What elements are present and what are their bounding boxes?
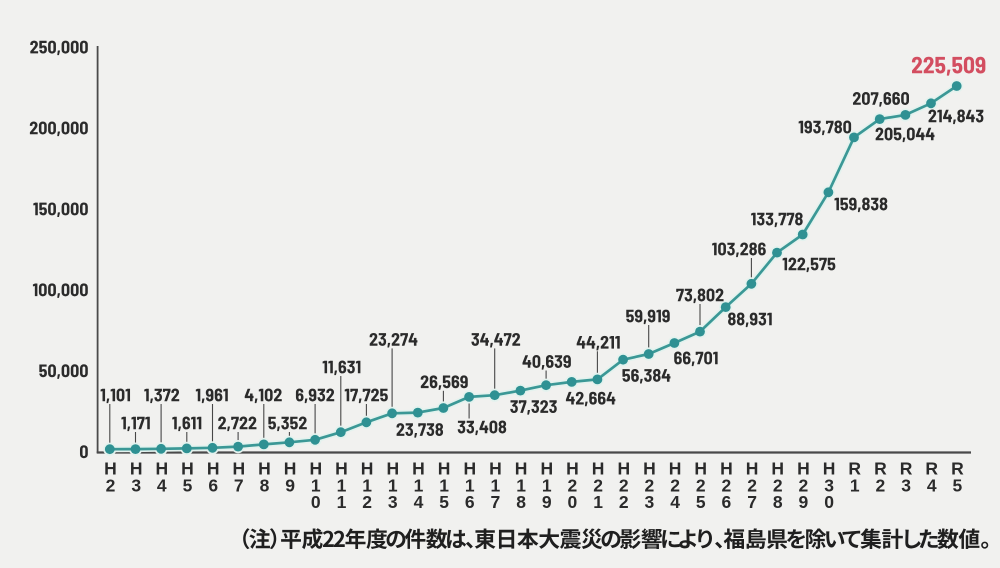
svg-text:H: H [412,458,425,478]
svg-text:H: H [797,458,810,478]
svg-text:H: H [181,458,194,478]
svg-text:H: H [746,458,759,478]
svg-text:2: 2 [747,475,757,495]
svg-text:H: H [207,458,220,478]
svg-text:H: H [130,458,143,478]
svg-text:2: 2 [593,475,603,495]
svg-text:3: 3 [645,492,655,512]
svg-text:2: 2 [362,492,372,512]
svg-text:9: 9 [799,492,809,512]
svg-text:4: 4 [670,492,680,512]
svg-text:H: H [540,458,553,478]
svg-text:4: 4 [414,492,424,512]
svg-text:7: 7 [747,492,757,512]
svg-text:9: 9 [285,475,295,495]
svg-text:H: H [386,458,399,478]
svg-text:H: H [258,458,271,478]
svg-text:2: 2 [670,475,680,495]
svg-text:6: 6 [722,492,732,512]
svg-text:2: 2 [106,475,116,495]
svg-text:H: H [155,458,168,478]
svg-text:2: 2 [568,475,578,495]
svg-text:3: 3 [388,492,398,512]
svg-text:2: 2 [773,475,783,495]
svg-text:0: 0 [824,492,834,512]
svg-text:H: H [438,458,451,478]
svg-text:H: H [489,458,502,478]
svg-text:H: H [771,458,784,478]
svg-text:H: H [592,458,605,478]
svg-text:H: H [104,458,117,478]
svg-text:H: H [463,458,476,478]
svg-text:0: 0 [311,492,321,512]
svg-text:1: 1 [593,492,603,512]
svg-text:8: 8 [516,492,526,512]
svg-text:H: H [617,458,630,478]
svg-text:H: H [361,458,374,478]
svg-text:7: 7 [234,475,244,495]
svg-text:5: 5 [696,492,706,512]
svg-text:2: 2 [696,475,706,495]
svg-text:H: H [515,458,528,478]
svg-text:3: 3 [131,475,141,495]
svg-text:2: 2 [619,475,629,495]
svg-text:1: 1 [439,475,449,495]
svg-text:1: 1 [362,475,372,495]
svg-text:1: 1 [337,492,347,512]
svg-text:H: H [669,458,682,478]
svg-text:H: H [720,458,733,478]
svg-text:6: 6 [208,475,218,495]
svg-text:R: R [900,458,913,478]
svg-text:6: 6 [465,492,475,512]
svg-text:H: H [335,458,348,478]
svg-text:4: 4 [927,475,937,495]
svg-text:5: 5 [183,475,193,495]
svg-text:R: R [874,458,887,478]
svg-text:H: H [284,458,297,478]
svg-text:3: 3 [824,475,834,495]
svg-text:0: 0 [568,492,578,512]
svg-text:8: 8 [260,475,270,495]
svg-text:2: 2 [645,475,655,495]
svg-text:9: 9 [542,492,552,512]
svg-text:1: 1 [516,475,526,495]
svg-text:2: 2 [722,475,732,495]
svg-text:H: H [309,458,322,478]
svg-text:5: 5 [953,475,963,495]
svg-text:1: 1 [388,475,398,495]
svg-text:1: 1 [850,475,860,495]
svg-text:1: 1 [491,475,501,495]
svg-text:3: 3 [901,475,911,495]
svg-text:2: 2 [799,475,809,495]
svg-text:H: H [823,458,836,478]
svg-text:H: H [232,458,245,478]
svg-text:5: 5 [439,492,449,512]
svg-text:H: H [694,458,707,478]
svg-text:8: 8 [773,492,783,512]
svg-text:2: 2 [876,475,886,495]
svg-text:1: 1 [542,475,552,495]
svg-text:1: 1 [311,475,321,495]
svg-text:R: R [925,458,938,478]
svg-text:H: H [566,458,579,478]
svg-text:1: 1 [337,475,347,495]
svg-text:H: H [643,458,656,478]
svg-text:R: R [951,458,964,478]
svg-text:2: 2 [619,492,629,512]
svg-text:1: 1 [414,475,424,495]
svg-text:4: 4 [157,475,167,495]
svg-text:1: 1 [465,475,475,495]
svg-text:R: R [848,458,861,478]
svg-text:7: 7 [491,492,501,512]
